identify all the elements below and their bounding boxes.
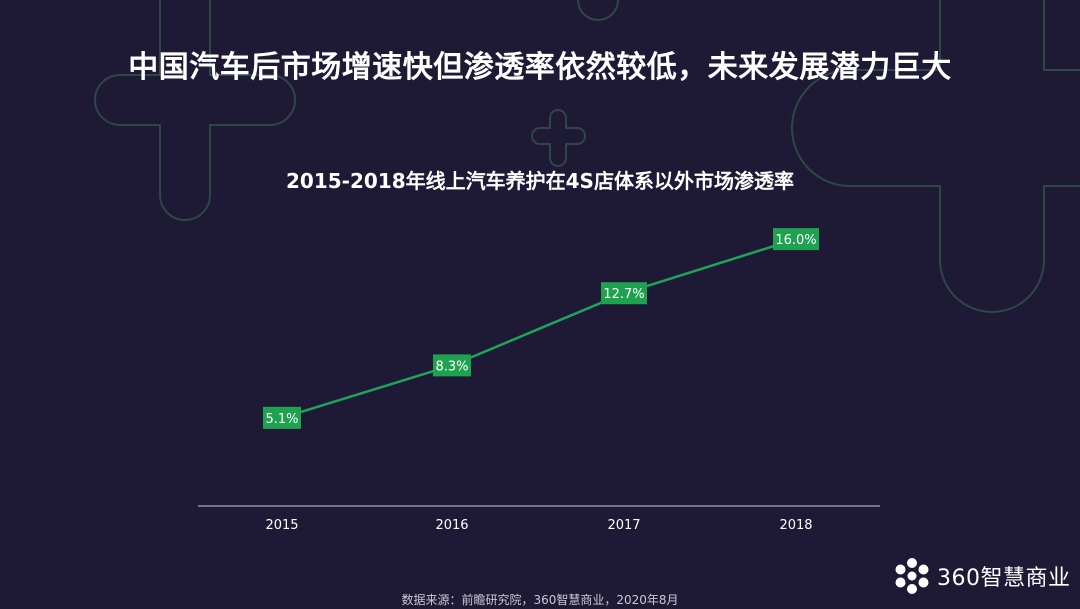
small-plus-decoration-icon bbox=[531, 109, 586, 167]
data-label: 5.1% bbox=[263, 406, 301, 429]
data-label: 8.3% bbox=[433, 354, 471, 377]
x-tick-label: 2018 bbox=[779, 518, 812, 533]
data-label-box bbox=[263, 406, 301, 429]
brand-logo: 360智慧商业 bbox=[893, 556, 1073, 596]
data-label-text: 12.7% bbox=[603, 287, 644, 302]
data-label-text: 16.0% bbox=[775, 233, 816, 248]
data-label-text: 5.1% bbox=[265, 412, 298, 427]
data-label-box bbox=[433, 354, 471, 377]
x-tick-label: 2015 bbox=[265, 518, 298, 533]
plus-decoration-icon bbox=[94, 0, 296, 221]
brand-name: 360智慧商业 bbox=[937, 566, 1071, 591]
chart-title: 2015-2018年线上汽车养护在4S店体系以外市场渗透率 bbox=[286, 169, 794, 193]
headline: 中国汽车后市场增速快但渗透率依然较低，未来发展潜力巨大 bbox=[128, 50, 952, 85]
data-label-box bbox=[773, 228, 819, 251]
right-plus-decoration-icon bbox=[791, 0, 1080, 313]
source-note: 数据来源：前瞻研究院，360智慧商业，2020年8月 bbox=[401, 593, 679, 607]
x-tick-label: 2016 bbox=[435, 518, 468, 533]
x-tick-label: 2017 bbox=[607, 518, 640, 533]
data-label-text: 8.3% bbox=[435, 359, 468, 374]
series-line bbox=[281, 237, 797, 420]
data-label-box bbox=[601, 282, 647, 305]
flower-logo-icon bbox=[895, 558, 929, 594]
arc-decoration-icon bbox=[577, 0, 619, 21]
data-label: 16.0% bbox=[773, 228, 819, 251]
data-label: 12.7% bbox=[601, 282, 647, 305]
